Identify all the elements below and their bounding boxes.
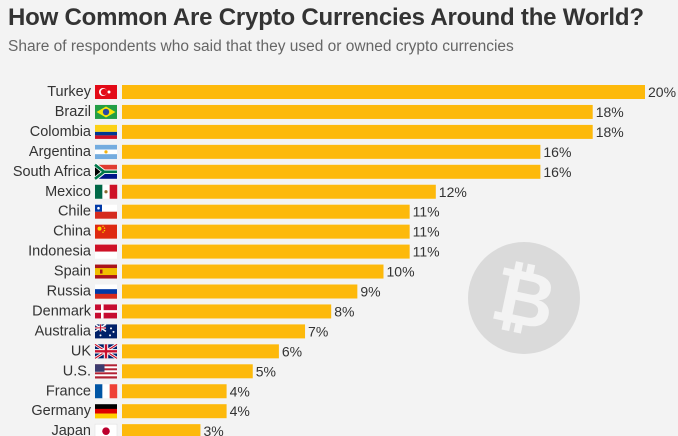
bar — [122, 364, 253, 379]
value-label: 6% — [282, 343, 302, 359]
flag-indonesia-icon — [95, 244, 117, 259]
flag-uk-icon — [94, 343, 118, 360]
bar — [122, 404, 227, 419]
category-label: China — [53, 224, 92, 240]
value-label: 5% — [256, 363, 276, 379]
value-label: 12% — [439, 184, 467, 200]
value-label: 7% — [308, 323, 328, 339]
bar-row: U.S. 5% — [63, 363, 276, 379]
bar-row: France 4% — [46, 383, 250, 399]
category-label: Germany — [31, 403, 91, 419]
value-label: 20% — [648, 84, 676, 100]
bar — [122, 284, 358, 299]
flag-colombia-icon — [95, 124, 117, 139]
category-label: Denmark — [32, 303, 92, 319]
flag-argentina-icon — [95, 144, 117, 160]
flag-us-icon — [95, 364, 117, 379]
value-label: 8% — [334, 303, 354, 319]
bar-row: Spain 10% — [54, 264, 415, 280]
bar-row: Russia 9% — [47, 284, 381, 300]
category-label: Argentina — [29, 144, 92, 160]
bar-row: Indonesia 11% — [28, 244, 440, 260]
flag-germany-icon — [95, 404, 117, 419]
chart-subtitle: Share of respondents who said that they … — [8, 38, 514, 55]
value-label: 9% — [360, 284, 380, 300]
bar — [122, 104, 593, 119]
value-label: 10% — [387, 264, 415, 280]
bar — [122, 184, 436, 199]
bar-row: Chile 11% — [58, 204, 440, 220]
chart-title: How Common Are Crypto Currencies Around … — [8, 4, 644, 31]
value-label: 11% — [413, 224, 440, 240]
bar — [122, 424, 201, 436]
flag-russia-icon — [95, 284, 117, 299]
bar-row: Argentina 16% — [29, 144, 572, 160]
flag-chile-icon — [95, 204, 117, 219]
value-label: 4% — [230, 403, 250, 419]
flag-brazil-icon — [95, 104, 117, 119]
category-label: Turkey — [47, 84, 92, 100]
value-label: 4% — [230, 383, 250, 399]
bar-row: Australia 7% — [35, 323, 329, 339]
bar-row: Brazil 18% — [55, 104, 624, 120]
flag-spain-icon — [95, 264, 117, 279]
flag-japan-icon — [94, 423, 118, 436]
category-label: South Africa — [13, 164, 92, 180]
flag-denmark-icon — [95, 304, 117, 319]
category-label: Spain — [54, 264, 91, 280]
value-label: 18% — [596, 124, 624, 140]
category-label: Japan — [51, 423, 91, 436]
value-label: 16% — [543, 164, 571, 180]
category-label: Mexico — [45, 184, 91, 200]
bar-row: Mexico 12% — [45, 184, 467, 200]
flag-mexico-icon — [95, 184, 118, 199]
category-label: Australia — [35, 323, 92, 339]
flag-australia-icon — [94, 323, 117, 339]
bar — [122, 164, 541, 179]
bar — [122, 324, 306, 339]
category-label: France — [46, 383, 91, 399]
bar — [122, 304, 332, 319]
flag-south-africa-icon — [93, 163, 117, 181]
value-label: 11% — [413, 244, 440, 260]
bar — [122, 204, 410, 219]
bar-row: China 11% — [53, 224, 440, 240]
bitcoin-watermark-icon: ₿ — [468, 242, 580, 354]
category-label: Colombia — [30, 124, 92, 140]
value-label: 11% — [413, 204, 440, 220]
bar — [122, 124, 593, 139]
value-label: 3% — [203, 423, 223, 436]
bar-row: Denmark 8% — [32, 303, 354, 319]
bar-row: Germany 4% — [31, 403, 249, 419]
category-label: UK — [71, 343, 91, 359]
bar-row: South Africa 16% — [13, 163, 571, 181]
bar-row: UK 6% — [71, 343, 302, 360]
bar — [122, 224, 410, 239]
flag-turkey-icon — [95, 85, 117, 99]
category-label: Russia — [47, 284, 92, 300]
flag-france-icon — [95, 384, 118, 399]
category-label: Brazil — [55, 104, 91, 120]
value-label: 18% — [596, 104, 624, 120]
category-label: Indonesia — [28, 244, 92, 260]
bar — [122, 264, 384, 279]
value-label: 16% — [543, 144, 571, 160]
category-label: U.S. — [63, 363, 91, 379]
bar — [122, 85, 645, 99]
bar-row: Colombia 18% — [30, 124, 624, 140]
bar — [122, 244, 410, 259]
bar — [122, 384, 227, 399]
flag-china-icon — [95, 224, 117, 239]
bar-row: Turkey 20% — [47, 84, 676, 100]
bar-row: Japan 3% — [51, 423, 224, 436]
category-label: Chile — [58, 204, 91, 220]
bar — [122, 344, 279, 359]
bar — [122, 144, 541, 159]
